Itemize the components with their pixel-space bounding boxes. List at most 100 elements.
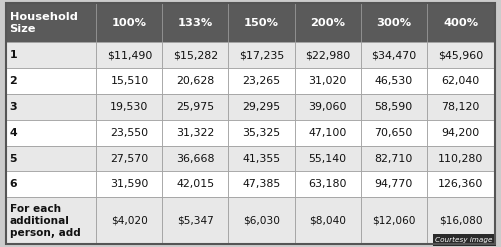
Text: 41,355: 41,355	[242, 154, 281, 164]
Bar	[6, 68, 97, 94]
Bar	[162, 42, 228, 68]
Bar	[361, 3, 426, 42]
Text: 126,360: 126,360	[438, 179, 483, 189]
Bar	[162, 120, 228, 146]
Text: 4: 4	[10, 128, 17, 138]
Bar	[426, 94, 495, 120]
Bar	[162, 171, 228, 197]
Bar	[97, 42, 162, 68]
Bar	[6, 197, 97, 244]
Bar	[228, 171, 295, 197]
Text: 400%: 400%	[443, 18, 478, 28]
Bar	[228, 68, 295, 94]
Text: $15,282: $15,282	[173, 50, 218, 60]
Bar	[6, 146, 97, 171]
Text: $8,040: $8,040	[309, 216, 346, 226]
Text: For each
additional
person, add: For each additional person, add	[10, 204, 80, 238]
Text: 27,570: 27,570	[110, 154, 149, 164]
Bar	[295, 94, 361, 120]
Bar	[426, 146, 495, 171]
Text: 29,295: 29,295	[242, 102, 281, 112]
Text: 200%: 200%	[310, 18, 345, 28]
Text: 78,120: 78,120	[441, 102, 480, 112]
Bar	[228, 146, 295, 171]
Bar	[97, 197, 162, 244]
Text: 70,650: 70,650	[374, 128, 413, 138]
Text: 110,280: 110,280	[438, 154, 483, 164]
Text: 19,530: 19,530	[110, 102, 149, 112]
Text: 31,322: 31,322	[176, 128, 214, 138]
Bar	[361, 94, 426, 120]
Text: 55,140: 55,140	[309, 154, 347, 164]
Text: 31,590: 31,590	[110, 179, 149, 189]
Text: $4,020: $4,020	[111, 216, 148, 226]
Bar	[361, 42, 426, 68]
Bar	[295, 68, 361, 94]
Text: 94,770: 94,770	[374, 179, 413, 189]
Text: $17,235: $17,235	[239, 50, 284, 60]
Bar	[295, 197, 361, 244]
Bar	[361, 68, 426, 94]
Text: 39,060: 39,060	[308, 102, 347, 112]
Text: 63,180: 63,180	[308, 179, 347, 189]
Text: 36,668: 36,668	[176, 154, 215, 164]
Bar	[228, 42, 295, 68]
Text: 300%: 300%	[376, 18, 411, 28]
Text: 23,550: 23,550	[110, 128, 148, 138]
Text: 150%: 150%	[244, 18, 279, 28]
Text: 133%: 133%	[178, 18, 213, 28]
Bar	[228, 197, 295, 244]
Text: 82,710: 82,710	[374, 154, 413, 164]
Text: 23,265: 23,265	[242, 76, 281, 86]
Bar	[426, 120, 495, 146]
Bar	[162, 94, 228, 120]
Bar	[228, 94, 295, 120]
Text: $5,347: $5,347	[177, 216, 214, 226]
Text: 25,975: 25,975	[176, 102, 214, 112]
Bar	[295, 171, 361, 197]
Text: 42,015: 42,015	[176, 179, 214, 189]
Bar	[361, 120, 426, 146]
Bar	[361, 146, 426, 171]
Text: 2: 2	[10, 76, 17, 86]
Bar	[426, 3, 495, 42]
Bar	[162, 68, 228, 94]
Text: 20,628: 20,628	[176, 76, 214, 86]
Bar	[295, 42, 361, 68]
Text: 47,385: 47,385	[242, 179, 281, 189]
Text: 62,040: 62,040	[442, 76, 480, 86]
Text: $45,960: $45,960	[438, 50, 483, 60]
Bar	[426, 68, 495, 94]
Bar	[295, 3, 361, 42]
Bar	[426, 42, 495, 68]
Text: $22,980: $22,980	[305, 50, 350, 60]
Text: $11,490: $11,490	[107, 50, 152, 60]
Text: 15,510: 15,510	[110, 76, 149, 86]
Bar	[97, 120, 162, 146]
Bar	[162, 3, 228, 42]
Text: 31,020: 31,020	[308, 76, 347, 86]
Bar	[295, 146, 361, 171]
Bar	[228, 120, 295, 146]
Bar	[6, 42, 97, 68]
Bar	[295, 120, 361, 146]
Text: $16,080: $16,080	[439, 216, 482, 226]
Bar	[162, 197, 228, 244]
Text: 94,200: 94,200	[442, 128, 480, 138]
Bar	[6, 3, 97, 42]
Text: 100%: 100%	[112, 18, 147, 28]
Bar	[426, 171, 495, 197]
Bar	[97, 171, 162, 197]
Bar	[97, 146, 162, 171]
Text: $34,470: $34,470	[371, 50, 416, 60]
Bar	[361, 171, 426, 197]
Bar	[97, 68, 162, 94]
Text: 46,530: 46,530	[374, 76, 413, 86]
Text: 6: 6	[10, 179, 17, 189]
Text: 58,590: 58,590	[374, 102, 413, 112]
Bar	[162, 146, 228, 171]
Bar	[97, 94, 162, 120]
Text: 5: 5	[10, 154, 17, 164]
Text: 35,325: 35,325	[242, 128, 281, 138]
Text: Courtesy image: Courtesy image	[435, 237, 493, 243]
